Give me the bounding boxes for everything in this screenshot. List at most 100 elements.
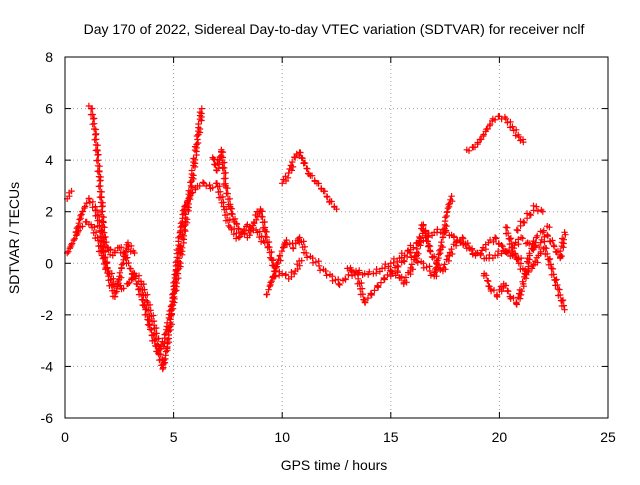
arc-7-point [312, 258, 320, 266]
arc-8-point [434, 226, 441, 233]
arc-3-point [179, 231, 186, 238]
arc-1-point [192, 186, 199, 193]
arc-9-point [504, 249, 512, 257]
arc-5-point [247, 228, 254, 235]
arc-7-point [276, 252, 283, 260]
arc-13-point [537, 250, 544, 257]
arc-7-point [267, 279, 274, 286]
arc-14-point [539, 208, 546, 215]
arc-9-point [466, 245, 474, 252]
arc-7-point [345, 271, 352, 279]
arc-7-point [272, 264, 279, 272]
arc-13-point [529, 262, 537, 270]
arc-3-point [195, 120, 202, 128]
arc-12-point [534, 232, 541, 239]
arc-9-point [473, 249, 481, 257]
arc-7-point [315, 262, 323, 270]
arc-3-point [152, 342, 159, 350]
arc-9-point [477, 251, 484, 258]
arc-3-point [126, 265, 134, 272]
arc-6-point [289, 163, 297, 171]
arc-1-point [70, 236, 77, 244]
arc-8-point [450, 233, 458, 240]
arc-5-point [269, 262, 276, 269]
arc-3-point [165, 324, 172, 331]
arc-9-point [423, 237, 430, 245]
arc-1-point [146, 301, 154, 308]
arc-5-point [241, 229, 248, 237]
arc-1-point [235, 234, 242, 241]
arc-14-point [527, 211, 534, 219]
arc-7-point [301, 243, 308, 250]
arc-7-point [309, 259, 317, 266]
arc-7-point [316, 267, 324, 274]
arc-9-point [464, 239, 471, 247]
arc-3-point [198, 105, 205, 112]
arc-3-point [92, 136, 100, 143]
y-tick-label: -2 [41, 307, 54, 323]
arc-9-point [389, 270, 396, 277]
arc-3-point [93, 130, 100, 138]
arc-12-point [526, 250, 533, 257]
arc-1-point [223, 206, 230, 213]
arc-6-point [315, 180, 322, 187]
arc-5-point [222, 175, 229, 182]
arc-3-point [151, 337, 158, 344]
arc-5-point [248, 225, 256, 232]
arc-4-point [104, 264, 111, 271]
arc-3-point [97, 182, 104, 190]
arc-3-point [94, 162, 102, 169]
arc-7-point [375, 284, 382, 291]
arc-6-point [328, 198, 335, 205]
arc-9-point [491, 234, 499, 241]
arc-7-point [278, 247, 286, 255]
arc-3-point [97, 199, 105, 206]
arc-5-point [261, 218, 268, 226]
arc-3-point [190, 155, 197, 162]
arc-8-point [390, 255, 398, 263]
arc-4-point [85, 195, 93, 202]
arc-3-point [185, 187, 192, 194]
arc-3-point [164, 319, 171, 326]
arc-4-point [118, 261, 126, 268]
arc-3-point [191, 156, 199, 164]
arc-10-point [443, 222, 450, 230]
arc-7-point [420, 264, 427, 272]
arc-13-point [559, 296, 567, 304]
arc-12-point [498, 288, 505, 295]
arc-4-point [116, 269, 124, 276]
arc-10-point [435, 262, 442, 269]
arc-5-point [268, 256, 275, 264]
arc-3-point [180, 232, 187, 240]
arc-6-point [288, 167, 295, 174]
arc-9-point [394, 269, 401, 276]
arc-1-point [225, 222, 232, 229]
arc-11-point [513, 126, 520, 133]
arc-7-point [283, 241, 291, 248]
arc-9-point [519, 235, 526, 242]
arc-3-point [141, 301, 148, 308]
arc-12-point [516, 295, 524, 302]
arc-5-point [227, 205, 234, 212]
arc-1-point [68, 240, 76, 247]
arc-7-point [371, 287, 378, 294]
arc-7-point [323, 272, 330, 279]
arc-9-point [544, 232, 552, 240]
arc-3-point [97, 177, 104, 184]
arc-5-point [235, 225, 242, 232]
data-points [64, 102, 569, 373]
arc-7-point [423, 264, 430, 271]
arc-4-point [75, 220, 82, 227]
arc-3-point [150, 331, 157, 339]
arc-12-point [507, 295, 514, 302]
arc-10-point [439, 243, 446, 251]
arc-6-point [289, 158, 296, 166]
arc-9-point [431, 253, 438, 260]
arc-5-point [233, 220, 240, 227]
arc-11-point [474, 140, 481, 148]
arc-6-point [292, 154, 299, 161]
arc-10-point [438, 238, 445, 246]
arc-13-point [553, 276, 560, 283]
arc-5-point [222, 169, 229, 176]
